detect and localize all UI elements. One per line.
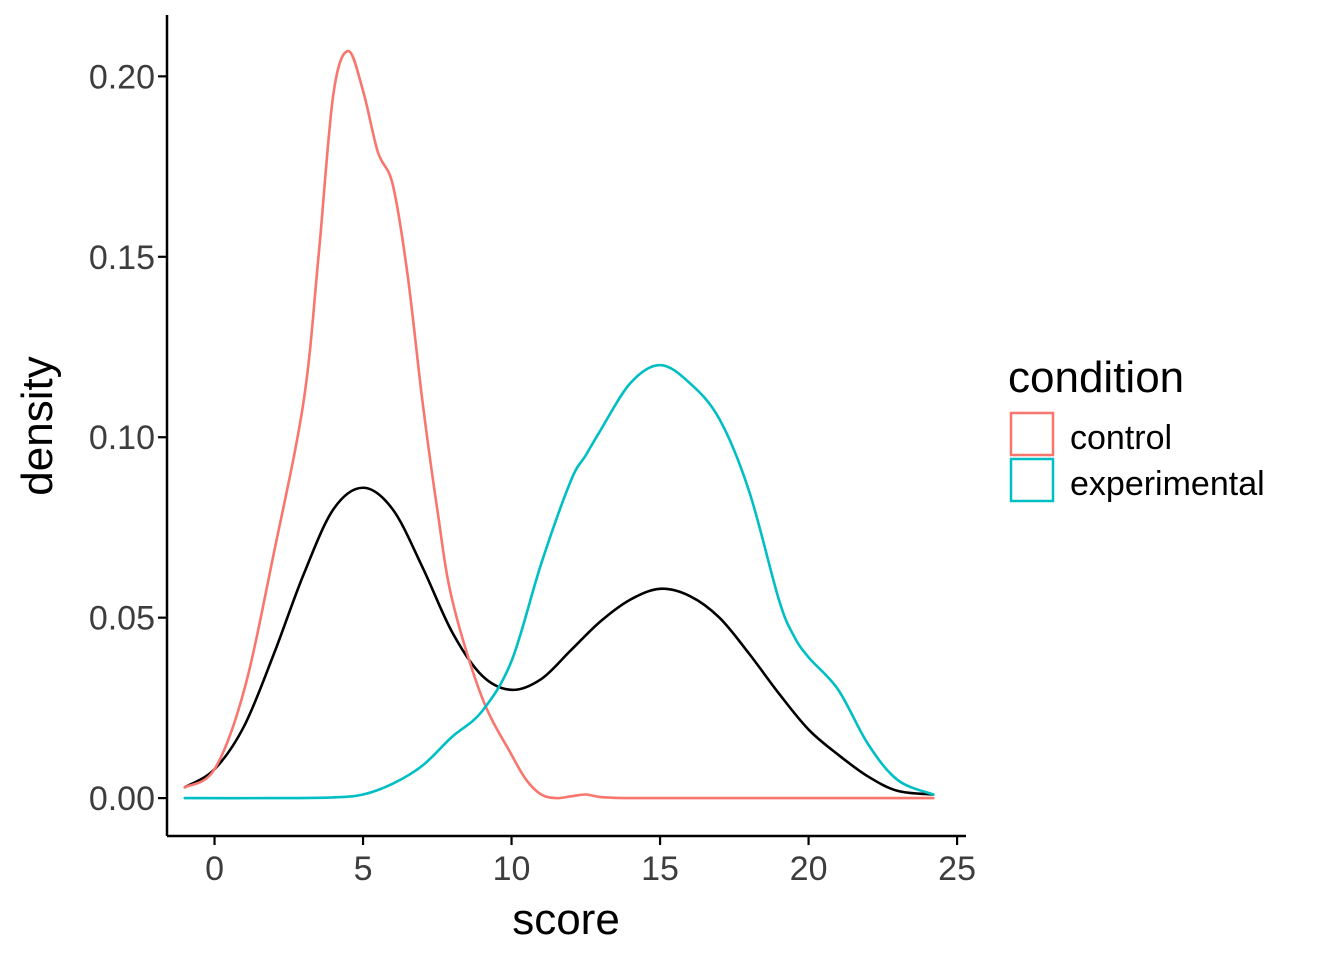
legend-label-control: control — [1070, 419, 1172, 457]
legend-title: condition — [1008, 353, 1184, 402]
x-tick-label: 25 — [938, 850, 976, 888]
x-tick-label: 15 — [641, 850, 679, 888]
series-line-overall — [183, 486, 935, 796]
legend-key-control — [1009, 411, 1055, 457]
x-tick-label: 5 — [354, 850, 373, 888]
y-tick-label: 0.15 — [89, 239, 155, 277]
x-tick-label: 20 — [790, 850, 828, 888]
y-tick-label: 0.00 — [89, 780, 155, 818]
legend-label-experimental: experimental — [1070, 465, 1265, 503]
x-tick-label: 0 — [205, 850, 224, 888]
series-line-control — [183, 49, 935, 800]
x-axis-ticks: 0 5 10 15 20 25 — [205, 836, 976, 888]
y-axis-ticks: 0.00 0.05 0.10 0.15 0.20 — [89, 58, 167, 818]
x-tick-label: 10 — [493, 850, 531, 888]
plot-area — [183, 49, 935, 800]
y-tick-label: 0.05 — [89, 600, 155, 638]
legend: condition control experimental — [1008, 353, 1265, 503]
y-tick-label: 0.10 — [89, 419, 155, 457]
y-axis-title: density — [13, 356, 62, 495]
y-tick-label: 0.20 — [89, 58, 155, 96]
x-axis-title: score — [512, 895, 620, 944]
series-line-experimental — [183, 363, 935, 800]
legend-key-experimental — [1009, 457, 1055, 503]
